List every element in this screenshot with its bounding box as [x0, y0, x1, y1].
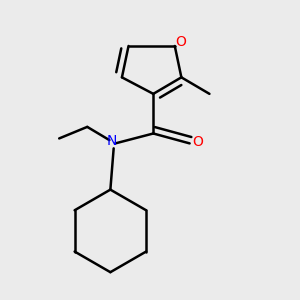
Text: O: O [175, 35, 186, 49]
Text: N: N [107, 134, 117, 148]
Text: O: O [192, 135, 203, 149]
